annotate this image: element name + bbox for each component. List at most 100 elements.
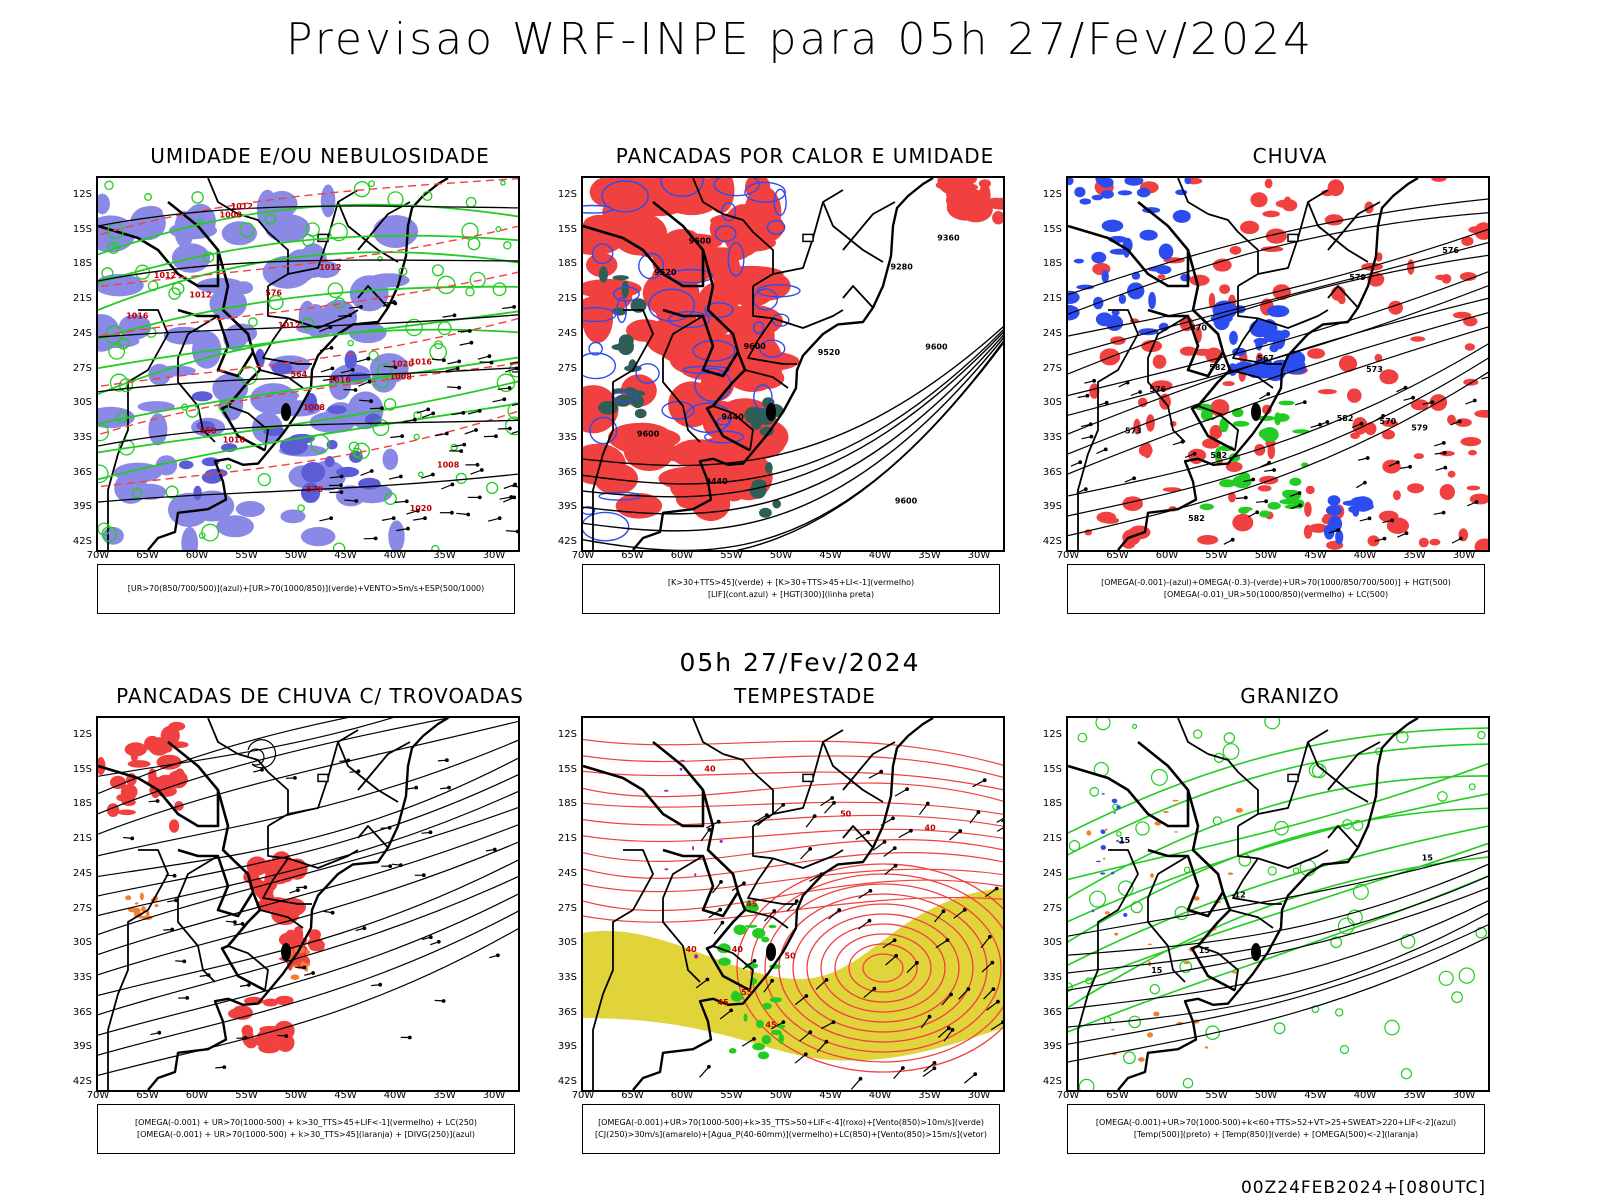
lc850-red-contours <box>583 738 1003 923</box>
lon-tick-label: 50W <box>769 550 793 561</box>
lon-tick-label: 65W <box>621 550 644 561</box>
lat-tick-label: 12S <box>1042 729 1062 740</box>
lon-tick-label: 65W <box>1106 550 1129 561</box>
omega-blue-field <box>1068 178 1192 336</box>
lat-tick-label: 33S <box>72 431 92 443</box>
lat-tick-label: 39S <box>557 501 577 513</box>
map-canvas: 582 582 582 582 579 579 576 576 573 573 570 570 567 <box>1068 178 1488 550</box>
lagoon <box>281 943 291 961</box>
border-line <box>1307 201 1369 263</box>
border-line <box>1229 369 1274 389</box>
contour-label: 1020 <box>410 504 433 513</box>
panel-title: TEMPESTADE <box>734 684 876 708</box>
lon-tick-label: 55W <box>1205 550 1228 561</box>
map-panel-1: UMIDADE E/OU NEBULOSIDADE 1012 1012 1012 100… <box>70 144 570 640</box>
lat-tick-label: 24S <box>72 327 92 339</box>
lat-tick-label: 33S <box>557 971 577 983</box>
thunder-red-field-nw <box>98 721 189 833</box>
contour-label: 582 <box>1337 414 1354 423</box>
contour-label: 15 <box>1151 966 1163 975</box>
border-line <box>752 286 844 329</box>
contour-label: 1012 <box>189 291 211 300</box>
lat-tick-label: 30S <box>1042 937 1062 949</box>
lat-tick-label: 21S <box>72 833 92 845</box>
geographic-borders <box>98 178 449 550</box>
border-line <box>842 825 874 849</box>
lon-tick-label: 55W <box>235 550 258 561</box>
lat-tick-label: 42S <box>72 536 92 547</box>
thunder-red-field-s <box>228 995 295 1054</box>
border-line <box>662 308 740 378</box>
border-line <box>1068 200 1190 288</box>
lon-tick-label: 55W <box>720 1090 743 1101</box>
border-line <box>1232 317 1282 365</box>
temp500-black-contours <box>1068 850 1488 1063</box>
border-line <box>662 855 704 983</box>
lat-tick-label: 27S <box>557 362 577 374</box>
panel-title: CHUVA <box>1252 144 1328 168</box>
contour-label: 1012 <box>231 202 253 211</box>
border-line <box>227 405 269 451</box>
contour-label: 9520 <box>654 268 677 277</box>
lon-tick-label: 70W <box>86 1090 110 1101</box>
contour-label: 9600 <box>637 430 660 439</box>
border-line <box>98 200 220 288</box>
lon-tick-label: 60W <box>1155 550 1179 561</box>
border-line <box>722 213 774 274</box>
contour-label: 9360 <box>937 233 960 242</box>
border-line <box>207 718 239 755</box>
capital-marker <box>317 773 329 783</box>
streamline-arrows <box>1070 376 1488 545</box>
lat-tick-label: 18S <box>1042 258 1062 270</box>
lat-tick-label: 42S <box>72 1076 92 1087</box>
lat-tick-label: 33S <box>1042 431 1062 443</box>
lat-tick-label: 15S <box>72 223 92 235</box>
border-line <box>357 201 411 251</box>
contour-label: 45 <box>746 899 758 908</box>
lat-tick-label: 33S <box>1042 971 1062 983</box>
lat-tick-label: 42S <box>557 1076 577 1087</box>
border-line <box>752 189 844 287</box>
contour-label: 45 <box>718 998 730 1007</box>
contour-label: 576 <box>1149 385 1166 394</box>
capital-marker <box>1287 233 1299 243</box>
lon-tick-label: 65W <box>621 1090 644 1101</box>
lon-tick-label: 65W <box>136 1090 159 1101</box>
capital-marker <box>802 773 814 783</box>
border-line <box>744 369 789 389</box>
lat-tick-label: 15S <box>72 763 92 775</box>
legend-line: [CJ(250)>30m/s](amarelo)+[Agua_P(40-60mm… <box>595 1130 987 1139</box>
border-line <box>1327 741 1381 791</box>
lon-tick-label: 70W <box>1056 550 1080 561</box>
border-line <box>177 308 255 378</box>
temp850-green-contours <box>1068 727 1488 1033</box>
lon-tick-label: 60W <box>185 1090 209 1101</box>
run-timestamp: 00Z24FEB2024+[080UTC] <box>1240 1178 1486 1198</box>
map-canvas: 40 40 40 45 50 40 45 55 50 45 <box>583 718 1003 1090</box>
lon-tick-label: 30W <box>967 550 991 561</box>
lat-tick-label: 15S <box>1042 223 1062 235</box>
border-line <box>822 201 884 263</box>
lon-tick-label: 55W <box>720 550 743 561</box>
contour-label: 570 <box>1380 417 1397 426</box>
hgt500-contours <box>1068 198 1488 537</box>
streamlines-250 <box>98 718 518 1076</box>
thickness-dashed-contours <box>98 178 518 488</box>
border-line <box>1077 849 1139 1090</box>
border-line <box>1237 826 1329 869</box>
contour-label: 15 <box>1199 946 1211 955</box>
border-line <box>1237 189 1329 287</box>
legend-line: [Temp(500)](preto) + [Temp(850)](verde) … <box>1133 1130 1419 1139</box>
lat-tick-label: 36S <box>72 1006 92 1018</box>
lagoon <box>281 403 291 421</box>
lat-tick-label: 21S <box>1042 293 1062 305</box>
contour-label: 576 <box>1442 246 1459 255</box>
border-line <box>752 729 844 827</box>
contour-label: 567 <box>1257 354 1274 363</box>
border-line <box>1327 825 1359 849</box>
border-line <box>1207 753 1259 814</box>
lat-tick-label: 42S <box>557 536 577 547</box>
lat-tick-label: 36S <box>72 466 92 478</box>
map-canvas: -12 -15 15 15 15 <box>1068 718 1488 1090</box>
coastline <box>632 718 934 1090</box>
